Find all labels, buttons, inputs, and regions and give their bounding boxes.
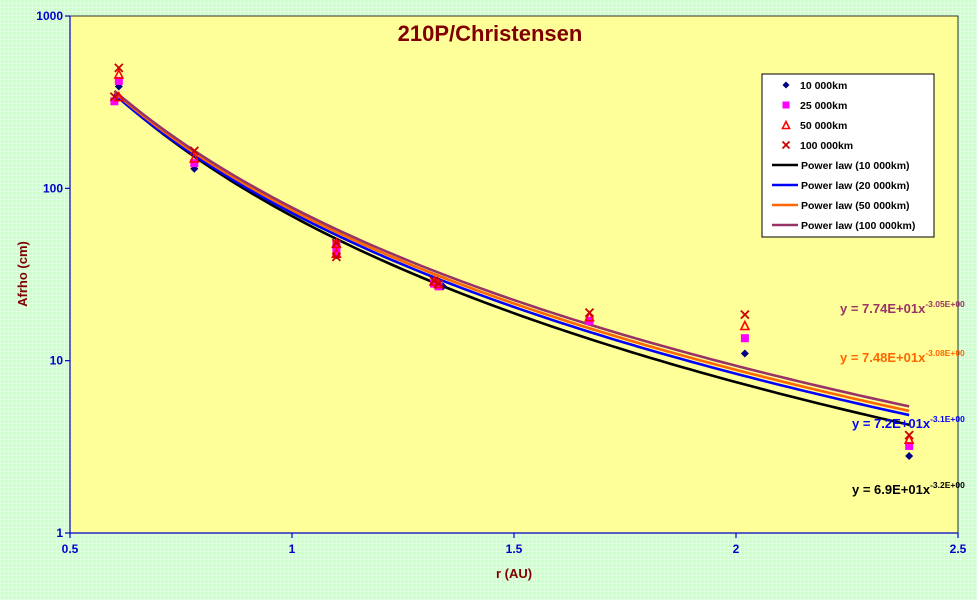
data-point	[740, 349, 749, 358]
fit-lines	[113, 89, 910, 427]
data-point	[429, 276, 439, 286]
legend-label: Power law (100 000km)	[801, 220, 915, 232]
x-axis-label: r (AU)	[496, 566, 532, 581]
legend-marker-stroke	[781, 140, 791, 150]
legend-label: 25 000km	[800, 100, 847, 112]
data-point	[113, 68, 125, 79]
fit-equation-exponent: -3.05E+00	[925, 299, 965, 309]
fit-equation-exponent: -3.1E+00	[930, 414, 965, 424]
data-point-stroke	[429, 276, 439, 286]
legend-marker	[781, 119, 791, 130]
data-point	[114, 63, 124, 73]
data-point	[331, 252, 342, 262]
data-point	[905, 451, 914, 460]
fit-equation: y = 7.48E+01x-3.08E+00	[840, 348, 965, 365]
legend-marker	[781, 140, 791, 150]
data-points	[109, 63, 915, 460]
legend-label: 50 000km	[800, 120, 847, 132]
data-point	[903, 433, 915, 445]
data-point	[584, 307, 595, 318]
y-tick-label: 1	[56, 526, 63, 540]
fit-curve	[113, 92, 910, 427]
legend-label: 10 000km	[800, 80, 847, 92]
x-tick-label: 2	[733, 542, 740, 556]
data-point	[740, 334, 749, 343]
fit-equation: y = 6.9E+01x-3.2E+00	[852, 480, 965, 497]
y-tick-label: 1000	[36, 9, 63, 23]
fit-equation: y = 7.74E+01x-3.05E+00	[840, 299, 965, 316]
legend-label: Power law (20 000km)	[801, 180, 910, 192]
legend-box	[761, 73, 935, 238]
x-tick-label: 1.5	[506, 542, 523, 556]
y-tick-label: 100	[43, 181, 63, 195]
fit-equation-main: y = 6.9E+01x	[852, 482, 931, 497]
fit-equation-main: y = 7.2E+01x	[852, 416, 931, 431]
data-point	[113, 90, 125, 102]
fit-curve	[113, 89, 910, 408]
legend-label: Power law (10 000km)	[801, 160, 910, 172]
legend-marker	[782, 101, 790, 109]
fit-equation-main: y = 7.48E+01x	[840, 350, 926, 365]
data-point-stroke	[189, 146, 199, 156]
data-point	[332, 240, 341, 249]
fit-curve	[113, 91, 910, 413]
legend-marker	[782, 81, 790, 89]
data-point	[331, 238, 342, 248]
legend-label: 100 000km	[800, 140, 853, 152]
data-point	[109, 92, 120, 102]
data-point-stroke	[109, 92, 120, 102]
data-point-stroke	[331, 238, 342, 248]
axes	[65, 15, 959, 538]
data-point	[739, 319, 751, 331]
data-point	[904, 430, 914, 440]
x-tick-label: 1	[289, 542, 296, 556]
y-tick-label: 10	[50, 354, 64, 368]
data-point	[331, 237, 342, 249]
data-point	[740, 309, 750, 320]
data-point-stroke	[584, 307, 595, 318]
data-point	[433, 278, 444, 289]
tick-labels: 0.5 1 1.5 2 2.5 1 10 100 1000	[36, 9, 966, 556]
data-point-stroke	[114, 63, 124, 73]
data-point	[190, 159, 199, 168]
fit-curve	[113, 93, 910, 417]
legend-label: Power law (50 000km)	[801, 200, 910, 212]
data-point-stroke	[740, 309, 750, 320]
fit-equation-exponent: -3.2E+00	[930, 480, 965, 490]
data-point	[434, 282, 443, 291]
data-point-stroke	[433, 278, 444, 289]
data-point	[189, 152, 200, 163]
legend: 10 000km 25 000km 50 000km 100 000km Power l…	[761, 73, 935, 238]
fit-equation-exponent: -3.08E+00	[925, 348, 965, 358]
chart-title: 210P/Christensen	[398, 21, 583, 46]
data-point-stroke	[331, 252, 342, 262]
fit-equation: y = 7.2E+01x-3.1E+00	[852, 414, 965, 431]
x-tick-label: 2.5	[950, 542, 967, 556]
data-point	[430, 279, 439, 288]
data-point-stroke	[904, 430, 914, 440]
data-point	[114, 76, 123, 85]
data-point	[332, 247, 341, 256]
data-point	[584, 310, 595, 322]
fit-equations: y = 6.9E+01x-3.2E+00 y = 7.2E+01x-3.1E+00…	[840, 299, 965, 497]
data-point	[189, 146, 199, 156]
fit-equation-main: y = 7.74E+01x	[840, 301, 926, 316]
x-tick-label: 0.5	[62, 542, 79, 556]
y-axis-label: Afrho (cm)	[15, 241, 30, 307]
data-point	[905, 441, 914, 450]
